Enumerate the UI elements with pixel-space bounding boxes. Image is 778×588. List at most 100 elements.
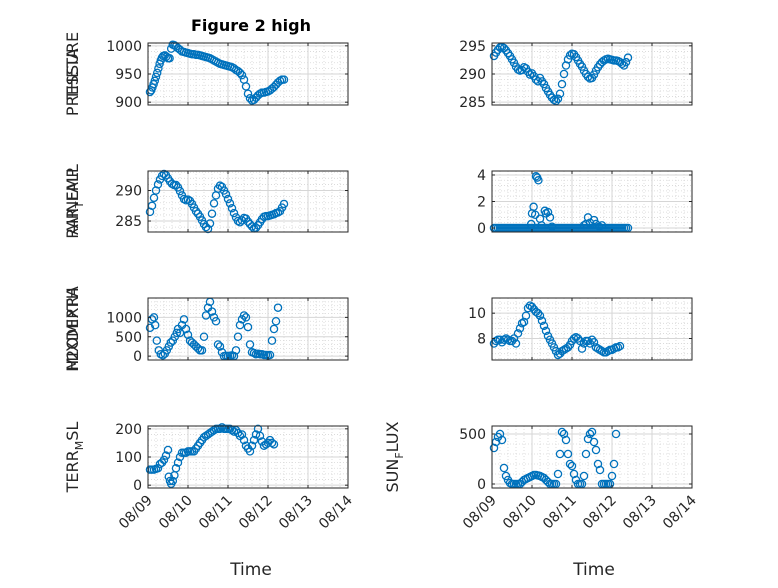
data-point	[181, 448, 191, 458]
data-point	[211, 316, 221, 326]
y-tick-label: 950	[115, 67, 142, 83]
data-point	[613, 343, 623, 352]
data-point	[231, 346, 241, 355]
subplot-air-temp: 285 290 AIRTEMP	[63, 168, 349, 235]
data-point	[249, 435, 259, 445]
x-tick-label: 08/09	[460, 493, 500, 533]
data-point	[577, 62, 587, 71]
data-point	[517, 319, 527, 328]
y-tick-label: 290	[115, 184, 142, 200]
data-point	[191, 207, 201, 216]
data-point	[565, 51, 575, 60]
data-point	[245, 93, 255, 103]
x-axis-label-right: Time	[572, 560, 615, 580]
data-point	[531, 75, 541, 84]
data-point	[225, 199, 235, 208]
data-point	[239, 435, 249, 445]
y-tick-label: 0	[133, 349, 142, 365]
data-point	[150, 76, 160, 86]
data-point	[499, 335, 509, 345]
data-point	[251, 430, 261, 439]
data-point	[165, 53, 174, 63]
data-point	[167, 179, 177, 189]
data-point	[267, 336, 277, 345]
plot-area	[148, 171, 348, 232]
y-axis-label: AIRTEMP	[63, 168, 86, 235]
x-tick-label: 08/13	[620, 493, 660, 533]
data-point	[154, 64, 163, 73]
data-point	[511, 339, 521, 348]
data-point	[587, 335, 597, 345]
plot-area	[492, 426, 692, 488]
data-point	[589, 215, 599, 225]
series-markers	[145, 423, 279, 489]
data-point	[235, 320, 245, 330]
data-point	[241, 313, 251, 322]
data-point	[179, 194, 189, 204]
axes-box	[491, 425, 693, 489]
y-tick-label: 285	[115, 214, 142, 230]
series-markers	[145, 40, 289, 105]
data-point	[237, 70, 247, 80]
x-tick-label: 08/14	[660, 492, 700, 532]
data-point	[499, 463, 509, 473]
data-point	[555, 89, 565, 98]
y-tick-label: 1000	[106, 310, 142, 326]
subplot-terr-msl: 0 100 200 TERRMSL 08/09 08/10 08/11 08/12 08/13 0…	[63, 422, 356, 533]
data-point	[587, 427, 597, 437]
y-axis-label: SUNFLUX	[383, 421, 406, 492]
data-point	[153, 464, 163, 473]
data-point	[265, 350, 275, 360]
data-point	[527, 302, 537, 312]
x-tick-label: 08/09	[116, 493, 156, 533]
y-tick-label: 0	[133, 478, 142, 494]
y-axis-label: H2OMIXRA	[63, 286, 82, 372]
data-point	[152, 336, 162, 345]
x-tick-label: 08/11	[196, 493, 236, 533]
data-point	[239, 311, 249, 320]
y-axis-label: THETA	[63, 48, 82, 100]
x-tick-label: 08/12	[236, 493, 276, 533]
data-point	[563, 55, 573, 64]
y-tick-label: 0	[477, 477, 486, 493]
data-point	[553, 469, 563, 479]
plot-area	[492, 298, 692, 360]
data-point	[233, 332, 243, 341]
data-point	[515, 324, 525, 333]
x-tick-label: 08/12	[580, 493, 620, 533]
data-point	[171, 464, 181, 473]
subplot-sun-flux: 0 500 SUNFLUX 08/09 08/10 08/11 08/12 08/13 08/1…	[383, 421, 700, 532]
subplot-theta: 285 290 295 THETA	[63, 39, 693, 111]
data-point	[179, 315, 189, 324]
data-point	[535, 311, 545, 320]
data-point	[557, 79, 567, 89]
data-point	[163, 445, 173, 455]
axes-box	[147, 170, 349, 233]
series-markers	[489, 427, 621, 489]
data-point	[201, 311, 211, 320]
data-point	[193, 344, 203, 353]
data-point	[229, 208, 239, 218]
data-point	[181, 324, 191, 334]
data-point	[589, 70, 599, 79]
data-point	[215, 342, 225, 351]
data-point	[597, 221, 607, 230]
data-point	[539, 79, 549, 89]
data-point	[205, 219, 215, 228]
y-tick-label: 295	[459, 39, 486, 55]
data-point	[227, 203, 237, 213]
data-point	[523, 303, 533, 313]
series-markers	[489, 301, 625, 360]
axes-box	[147, 297, 349, 361]
y-tick-label: 200	[115, 422, 142, 438]
y-tick-label: 2	[477, 195, 486, 211]
x-tick-label: 08/10	[156, 493, 196, 533]
data-point	[235, 68, 245, 78]
y-tick-label: 900	[115, 95, 142, 111]
data-point	[561, 435, 571, 445]
data-point	[243, 89, 253, 98]
y-axis-label: PRESSURE	[63, 32, 82, 116]
data-point	[591, 445, 601, 455]
y-tick-label: 0	[477, 221, 486, 237]
data-point	[245, 447, 255, 456]
